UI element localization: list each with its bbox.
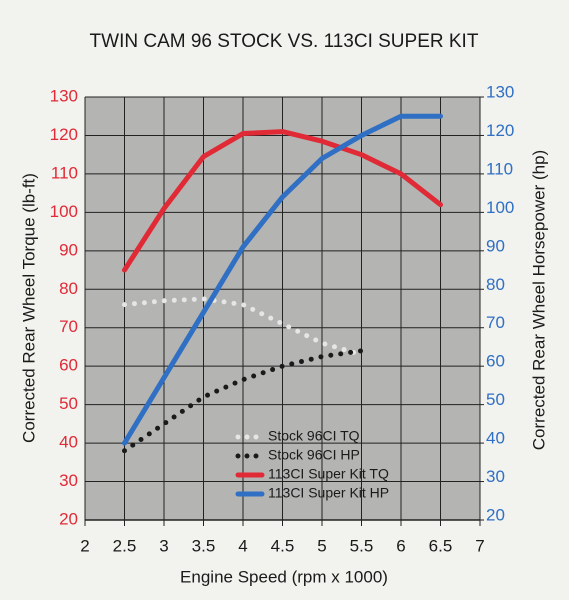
y2-tick-label: 50 bbox=[486, 390, 505, 409]
series-line bbox=[122, 129, 443, 273]
x-tick-label: 2 bbox=[80, 536, 89, 555]
y2-tick-label: 60 bbox=[486, 352, 505, 371]
series-line bbox=[122, 296, 364, 358]
x-tick-label: 4 bbox=[238, 536, 247, 555]
x-tick-label: 6.5 bbox=[429, 536, 453, 555]
y-tick-label: 90 bbox=[59, 240, 78, 259]
y2-tick-label: 100 bbox=[486, 198, 514, 217]
y2-tick-label: 130 bbox=[486, 82, 514, 101]
legend-label: Stock 96CI HP bbox=[268, 447, 360, 463]
y2-tick-label: 80 bbox=[486, 275, 505, 294]
legend-label: Stock 96CI TQ bbox=[268, 428, 360, 444]
y-tick-label: 100 bbox=[50, 202, 78, 221]
y2-tick-label: 70 bbox=[486, 313, 505, 332]
x-tick-label: 4.5 bbox=[271, 536, 295, 555]
series-line bbox=[122, 113, 443, 446]
y-tick-label: 20 bbox=[59, 509, 78, 528]
x-tick-label: 5.5 bbox=[350, 536, 374, 555]
y-tick-label: 40 bbox=[59, 433, 78, 452]
y2-tick-label: 30 bbox=[486, 467, 505, 486]
legend-label: 113CI Super Kit HP bbox=[268, 485, 389, 501]
y-tick-label: 120 bbox=[50, 125, 78, 144]
y2-axis-label: Corrected Rear Wheel Horsepower (hp) bbox=[529, 150, 548, 450]
chart-title: TWIN CAM 96 STOCK VS. 113CI SUPER KIT bbox=[90, 31, 479, 52]
x-tick-label: 5 bbox=[317, 536, 326, 555]
y2-tick-label: 40 bbox=[486, 429, 505, 448]
legend-label: 113CI Super Kit TQ bbox=[268, 466, 389, 482]
x-tick-label: 2.5 bbox=[113, 536, 137, 555]
y-tick-label: 110 bbox=[51, 163, 78, 182]
y-tick-label: 80 bbox=[59, 279, 78, 298]
y-tick-label: 30 bbox=[59, 471, 78, 490]
y-tick-label: 70 bbox=[59, 317, 78, 336]
y-tick-label: 50 bbox=[59, 394, 78, 413]
y2-tick-label: 90 bbox=[486, 236, 505, 255]
y2-tick-label: 20 bbox=[486, 505, 505, 524]
x-tick-label: 7 bbox=[475, 536, 484, 555]
y2-tick-label: 110 bbox=[486, 159, 513, 178]
y2-tick-label: 120 bbox=[486, 121, 514, 140]
y-axis-label: Corrected Rear Wheel Torque (lb-ft) bbox=[19, 173, 38, 443]
x-tick-label: 3 bbox=[159, 536, 168, 555]
y-tick-label: 60 bbox=[59, 356, 78, 375]
y-tick-label: 130 bbox=[50, 86, 78, 105]
x-tick-label: 6 bbox=[396, 536, 405, 555]
x-tick-label: 3.5 bbox=[192, 536, 216, 555]
series-line bbox=[122, 348, 364, 454]
x-axis-label: Engine Speed (rpm x 1000) bbox=[180, 567, 388, 586]
